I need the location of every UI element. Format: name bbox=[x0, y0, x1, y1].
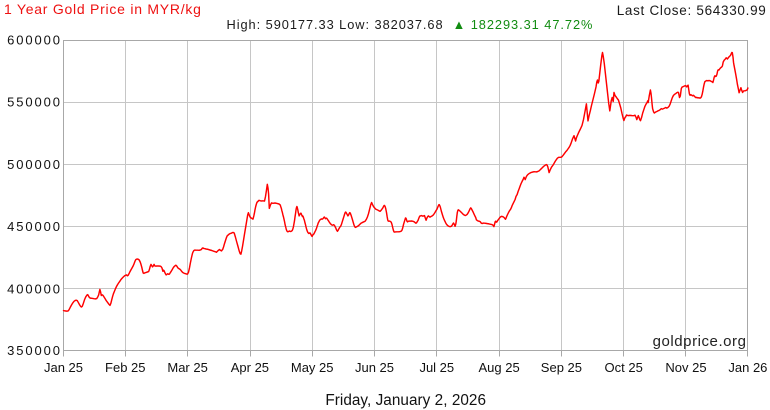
svg-text:Jun 25: Jun 25 bbox=[355, 360, 394, 375]
svg-text:350000: 350000 bbox=[7, 343, 62, 358]
svg-text:550000: 550000 bbox=[7, 95, 62, 110]
svg-text:Jan 26: Jan 26 bbox=[728, 360, 767, 375]
svg-text:Jan 25: Jan 25 bbox=[44, 360, 83, 375]
svg-text:500000: 500000 bbox=[7, 157, 62, 172]
svg-text:Jul 25: Jul 25 bbox=[419, 360, 454, 375]
svg-text:Mar 25: Mar 25 bbox=[167, 360, 207, 375]
svg-text:Oct 25: Oct 25 bbox=[605, 360, 643, 375]
svg-text:Friday, January 2, 2026: Friday, January 2, 2026 bbox=[325, 392, 486, 409]
svg-text:Nov 25: Nov 25 bbox=[665, 360, 706, 375]
svg-text:Aug 25: Aug 25 bbox=[478, 360, 519, 375]
svg-text:600000: 600000 bbox=[7, 33, 62, 48]
svg-text:Apr 25: Apr 25 bbox=[231, 360, 269, 375]
svg-text:Last Close: 564330.99: Last Close: 564330.99 bbox=[617, 3, 767, 18]
svg-text:Sep 25: Sep 25 bbox=[541, 360, 582, 375]
svg-text:450000: 450000 bbox=[7, 219, 62, 234]
svg-text:Feb 25: Feb 25 bbox=[105, 360, 145, 375]
svg-text:goldprice.org: goldprice.org bbox=[653, 333, 747, 350]
svg-text:400000: 400000 bbox=[7, 281, 62, 296]
svg-text:High: 590177.33 Low: 382037.68: High: 590177.33 Low: 382037.68 ▲ 182293.… bbox=[227, 17, 594, 32]
svg-text:May 25: May 25 bbox=[291, 360, 334, 375]
svg-text:1 Year Gold Price in MYR/kg: 1 Year Gold Price in MYR/kg bbox=[4, 1, 202, 17]
